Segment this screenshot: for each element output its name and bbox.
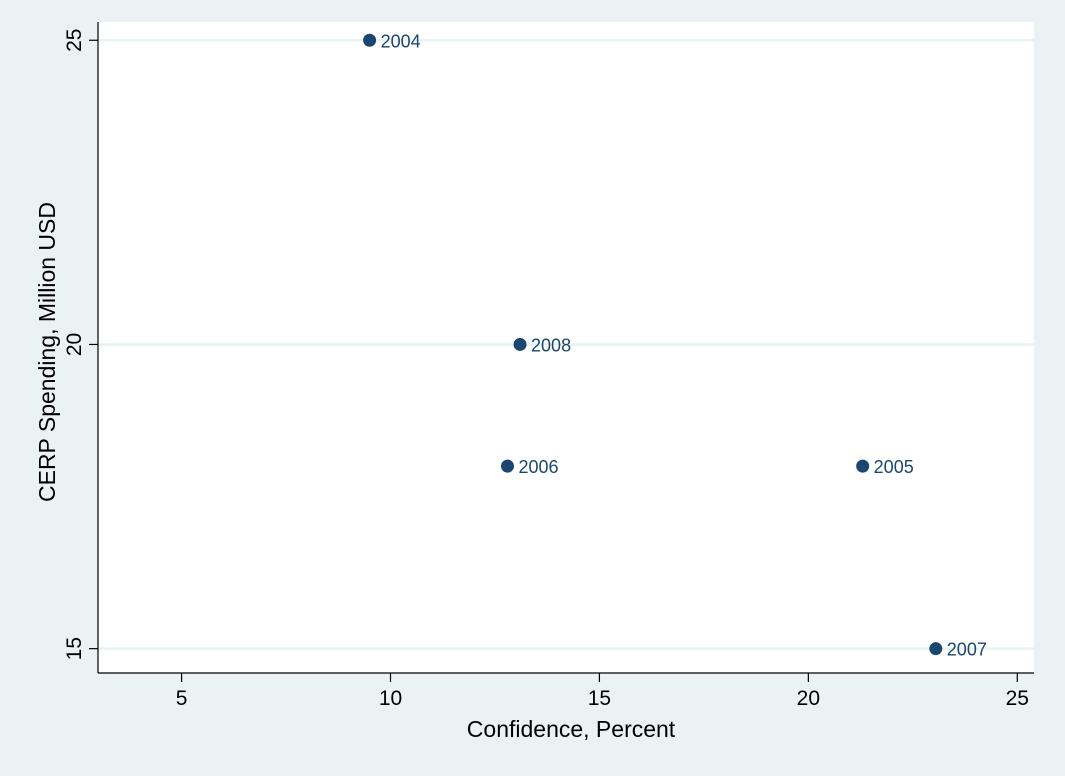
point-label: 2006 [519,457,559,477]
x-tick-label: 5 [176,687,188,710]
y-tick-label: 25 [63,29,86,52]
data-point [929,642,943,656]
x-tick-label: 15 [588,687,611,710]
point-label: 2007 [947,640,987,660]
x-axis-title: Confidence, Percent [467,716,676,742]
x-tick-label: 20 [797,687,820,710]
x-axis-ticks: 5 10 15 20 25 [176,673,1029,710]
data-point [856,459,870,473]
y-axis-title: CERP Spending, Million USD [34,202,60,502]
point-label: 2005 [874,457,914,477]
grid-lines [98,39,1034,650]
data-points: 2004 2005 2006 2007 2008 [363,31,987,660]
y-tick-label: 15 [63,637,86,660]
x-tick-label: 25 [1006,687,1029,710]
data-point [363,33,377,47]
data-point [501,459,514,473]
data-point [513,337,527,351]
x-tick-label: 10 [379,687,402,710]
plot-area [98,22,1034,673]
y-axis-ticks: 15 20 25 [63,29,98,660]
point-label: 2008 [531,335,571,355]
y-tick-label: 20 [63,333,86,356]
point-label: 2004 [381,31,421,51]
